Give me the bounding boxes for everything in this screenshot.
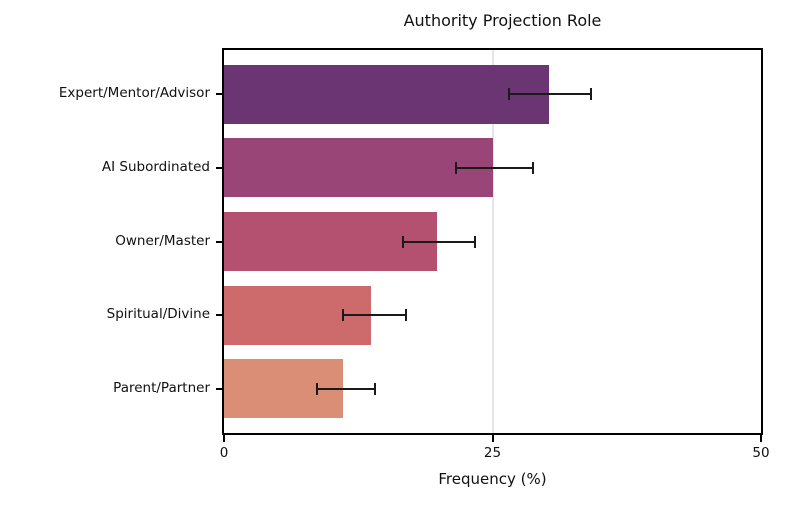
x-tick — [223, 435, 225, 442]
error-bar-cap — [507, 88, 510, 101]
y-tick — [216, 240, 223, 243]
y-tick — [216, 314, 223, 317]
category-label: Expert/Mentor/Advisor — [58, 85, 210, 102]
y-tick — [216, 166, 223, 169]
bar — [224, 64, 550, 124]
error-bar — [455, 166, 534, 169]
gridline — [491, 50, 494, 433]
error-bar-cap — [316, 382, 319, 395]
error-bar — [403, 240, 476, 243]
y-tick — [216, 93, 223, 96]
category-label: Parent/Partner — [113, 379, 210, 396]
error-bar-cap — [402, 235, 405, 248]
error-bar-cap — [590, 88, 593, 101]
x-tick-label: 25 — [483, 445, 502, 461]
x-tick — [491, 435, 494, 442]
x-tick-label: 50 — [752, 445, 770, 461]
chart-title: Authority Projection Role — [403, 11, 602, 30]
category-label: Owner/Master — [115, 232, 210, 249]
y-tick — [216, 387, 223, 390]
error-bar — [508, 93, 592, 96]
bar — [224, 212, 437, 271]
error-bar — [343, 314, 406, 317]
x-tick-label: 0 — [219, 445, 229, 461]
error-bar-cap — [454, 161, 457, 174]
plot-frame — [222, 48, 763, 435]
error-bar-cap — [374, 382, 377, 395]
x-axis-label: Frequency (%) — [438, 470, 547, 488]
category-label: Spiritual/Divine — [106, 306, 210, 323]
error-bar-cap — [404, 309, 407, 322]
error-bar-cap — [474, 235, 477, 248]
error-bar — [317, 387, 376, 390]
x-tick — [760, 435, 762, 442]
bar — [224, 138, 493, 198]
error-bar-cap — [532, 161, 535, 174]
error-bar-cap — [342, 309, 345, 322]
category-label: AI Subordinated — [101, 158, 210, 175]
